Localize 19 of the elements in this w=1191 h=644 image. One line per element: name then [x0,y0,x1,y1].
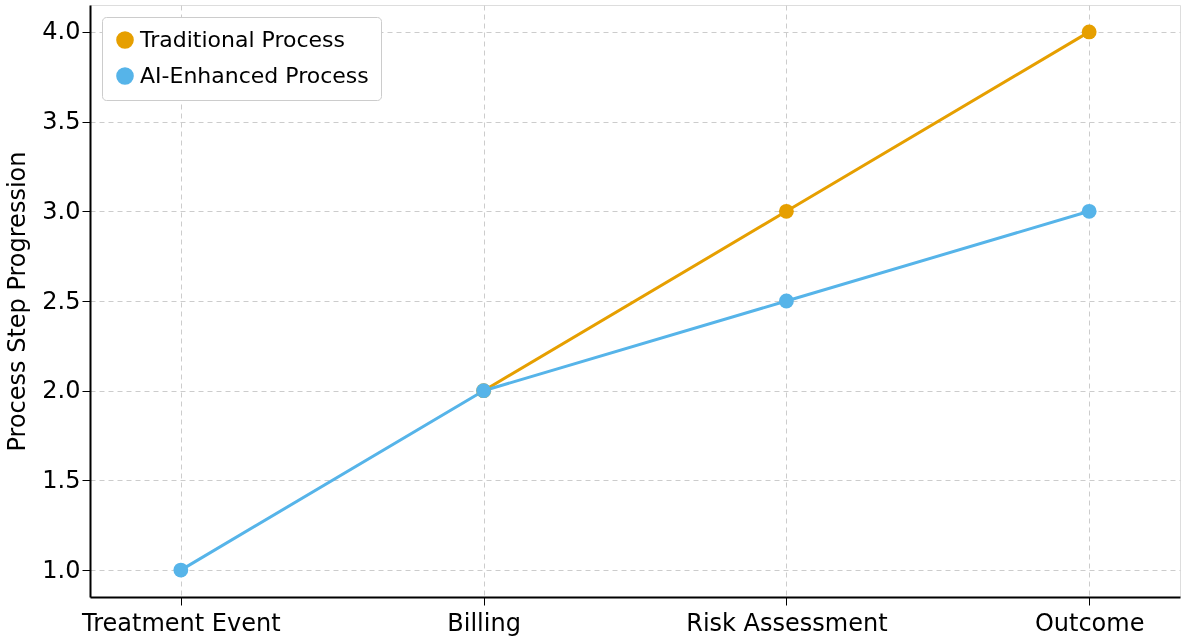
y-tick-label: 3.5 [42,107,81,136]
point [778,293,794,309]
y-tick-label: 1.0 [42,555,81,584]
point [778,203,794,219]
y-tick-label: 2.0 [42,376,81,405]
y-axis-title: Process Step Progression [3,151,32,452]
x-tick-label: Risk Assessment [686,608,888,637]
y-tick-label: 1.5 [42,465,81,494]
x-tick-label: Billing [447,608,521,637]
x-tick-label: Outcome [1034,608,1145,637]
legend-label: AI-Enhanced Process [140,63,369,88]
y-tick-label: 4.0 [42,17,81,46]
y-tick-label: 2.5 [42,286,81,315]
point [1081,203,1097,219]
y-tick-label: 3.0 [42,196,81,225]
x-tick-label: Treatment Event [81,608,281,637]
legend-label: Traditional Process [139,27,345,52]
point [1081,24,1097,40]
point [173,562,189,578]
